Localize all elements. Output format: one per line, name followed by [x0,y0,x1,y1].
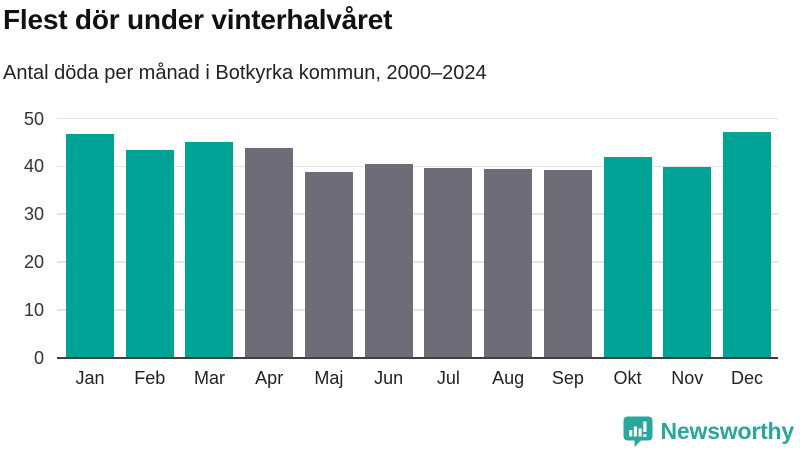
x-axis-label-mar: Mar [193,368,225,388]
x-axis-label-sep: Sep [551,368,584,388]
bar-dec [723,131,772,358]
gridline-10 [57,308,778,311]
bar-mar [185,142,234,358]
x-axis-label-apr: Apr [255,368,284,388]
y-axis-tick-0: 0 [33,347,44,368]
x-axis-label-aug: Aug [492,368,525,388]
x-axis-label-jul: Jul [436,368,460,388]
bar-aug [484,168,533,358]
bar-apr [245,147,294,358]
x-axis-label-nov: Nov [671,368,704,388]
gridline-30 [57,213,778,215]
bar-maj [304,172,353,358]
x-axis-label-feb: Feb [134,368,166,388]
newsworthy-logo-icon [623,416,653,447]
bar-sep [543,169,592,358]
y-axis-tick-20: 20 [23,251,44,272]
y-axis-tick-40: 40 [23,156,44,177]
bar-feb [125,150,174,358]
bar-jun [364,164,413,358]
bar-okt [603,156,652,358]
gridline-50 [57,117,778,120]
x-axis-line [57,356,778,360]
newsworthy-brand-name: Newsworthy [660,417,795,444]
chart-subtitle: Antal döda per månad i Botkyrka kommun, … [3,62,487,84]
newsworthy-brand-logo: Newsworthy [622,414,794,448]
bar-jan [66,133,114,358]
y-axis-tick-30: 30 [23,204,44,225]
x-axis-label-dec: Dec [731,368,764,388]
chart-title: Flest dör under vinterhalvåret [3,4,393,35]
y-axis-tick-10: 10 [23,299,44,320]
bar-jul [424,168,473,358]
x-axis-label-maj: Maj [314,368,344,388]
x-axis-label-jan: Jan [75,368,105,388]
x-axis-label-jun: Jun [374,368,404,388]
y-axis-tick-50: 50 [23,108,44,129]
x-axis-label-okt: Okt [613,368,642,388]
gridline-40 [57,165,778,168]
bar-nov [663,166,712,358]
gridline-20 [57,261,778,263]
